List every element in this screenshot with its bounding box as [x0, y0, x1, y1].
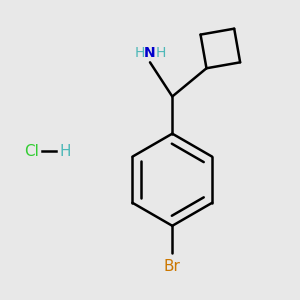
- Text: Cl: Cl: [24, 144, 38, 159]
- Text: H: H: [134, 46, 145, 60]
- Text: N: N: [144, 46, 156, 60]
- Text: H: H: [59, 144, 71, 159]
- Text: H: H: [155, 46, 166, 60]
- Text: Br: Br: [164, 259, 181, 274]
